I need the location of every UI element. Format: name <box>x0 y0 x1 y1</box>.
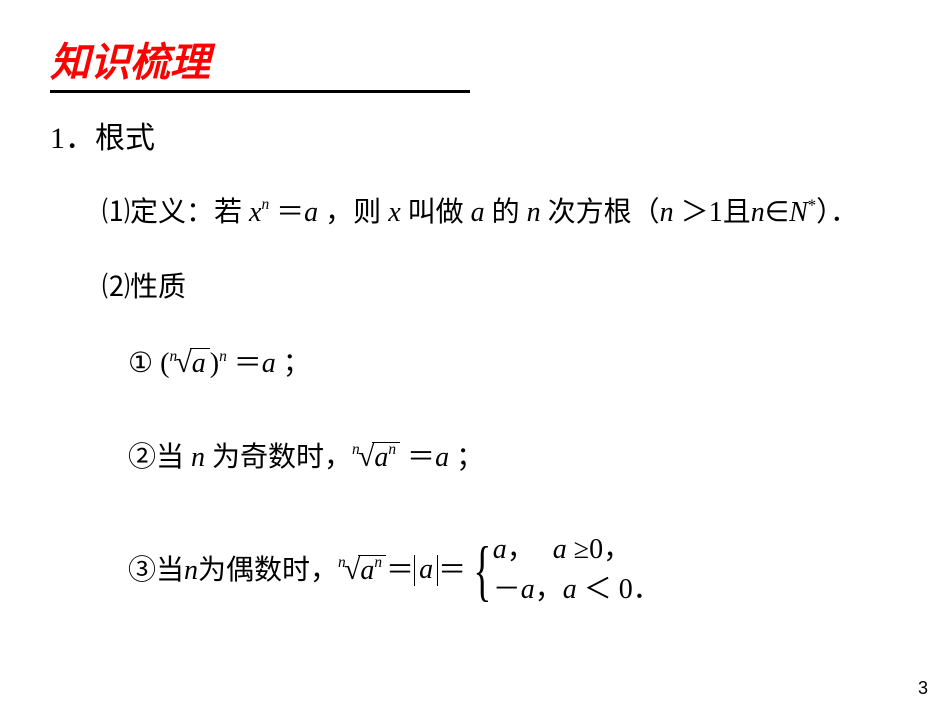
var-a: a <box>435 442 449 473</box>
abs-a: a <box>414 555 438 586</box>
root-index: n <box>169 346 177 368</box>
text: ＝ <box>269 197 304 228</box>
var-a: a <box>304 197 318 228</box>
text: ； <box>449 442 484 473</box>
var-n: n <box>660 197 674 228</box>
text: 为偶数时， <box>198 551 338 590</box>
text: ) <box>210 348 219 379</box>
case-1: a，a ≥0， <box>493 530 661 571</box>
var-a: a <box>471 197 485 228</box>
slide-title: 知识梳理 <box>50 30 470 93</box>
root-index: n <box>338 552 346 574</box>
nth-root: n√an <box>352 437 400 478</box>
page-number: 3 <box>918 678 928 699</box>
star: * <box>808 196 816 215</box>
nth-root: n√a <box>169 343 209 384</box>
text: ① ( <box>128 348 169 379</box>
num-1: 1 <box>709 197 723 228</box>
text: 叫做 <box>401 197 471 228</box>
nth-root: n√an <box>338 550 386 591</box>
var-x: x <box>249 197 261 228</box>
var-n: n <box>191 442 205 473</box>
text: ，则 <box>318 197 388 228</box>
text: ＝ <box>227 348 262 379</box>
var-n: n <box>527 197 541 228</box>
exp-n: n <box>219 348 227 365</box>
text: ②当 <box>128 442 191 473</box>
radicand: a <box>190 348 210 378</box>
text: ； <box>276 348 311 379</box>
text: ＞ <box>674 197 709 228</box>
text: 次方根（ <box>541 197 660 228</box>
text: ＝ <box>400 442 435 473</box>
root-index: n <box>352 439 360 461</box>
text: 为奇数时， <box>205 442 352 473</box>
definition-line: ⑴定义：若 xn ＝a ，则 x 叫做 a 的 n 次方根（n ＞1且n∈N*）… <box>102 193 900 232</box>
radicand: an <box>358 555 386 585</box>
properties-heading: ⑵性质 <box>102 268 900 307</box>
var-x: x <box>388 197 400 228</box>
text: 的 <box>485 197 527 228</box>
text: ③当 <box>128 551 184 590</box>
text: ⑴定义：若 <box>102 197 249 228</box>
var-n: n <box>751 197 765 228</box>
property-2: ②当 n 为奇数时，n√an ＝a ； <box>128 437 900 478</box>
text: 且 <box>723 197 751 228</box>
var-n: n <box>184 551 198 590</box>
set-N: N <box>789 197 808 228</box>
case-2: －a，a ＜ 0． <box>493 570 661 611</box>
left-brace: { <box>473 536 491 604</box>
property-3: ③当 n 为偶数时，n√an ＝a ＝ { a，a ≥0， －a，a ＜ 0． <box>128 530 900 611</box>
piecewise: { a，a ≥0， －a，a ＜ 0． <box>466 530 661 611</box>
var-a: a <box>262 348 276 379</box>
text: ＝ <box>438 551 466 590</box>
text: ∈ <box>765 197 789 228</box>
property-1: ① (n√a)n ＝a ； <box>128 343 900 384</box>
exp-n: n <box>261 196 269 213</box>
section-heading: 1．根式 <box>50 113 900 157</box>
radicand: an <box>372 442 400 472</box>
text: ＝ <box>386 551 414 590</box>
text: ）． <box>816 197 858 228</box>
